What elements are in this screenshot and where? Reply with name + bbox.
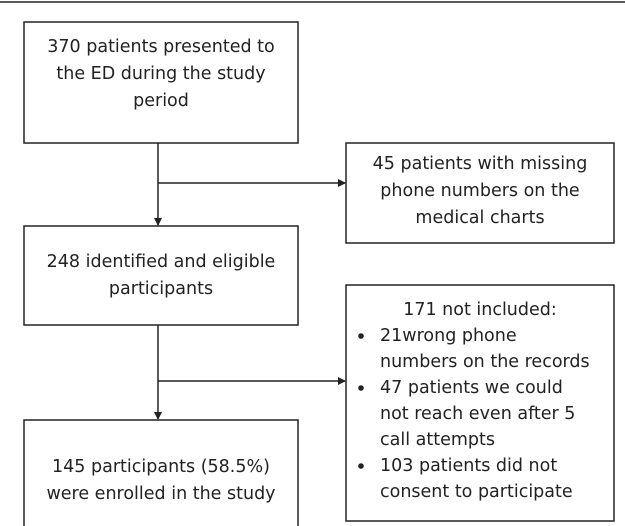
bullet-text: 47 patients we could bbox=[380, 378, 563, 398]
node-text: were enrolled in the study bbox=[46, 484, 275, 504]
box bbox=[23, 225, 299, 326]
box bbox=[23, 419, 299, 526]
box bbox=[345, 142, 615, 244]
node-text: 248 identified and eligible bbox=[47, 252, 276, 272]
node-text: phone numbers on the bbox=[380, 181, 579, 201]
box bbox=[23, 21, 299, 144]
node-text: 45 patients with missing bbox=[373, 154, 588, 174]
node-text: medical charts bbox=[415, 208, 544, 228]
node-text: 370 patients presented to bbox=[47, 37, 274, 57]
bullet-text: 103 patients did not bbox=[380, 456, 557, 476]
node-text: period bbox=[133, 91, 189, 111]
bullet bbox=[358, 385, 364, 391]
box bbox=[345, 284, 615, 522]
bullet bbox=[358, 463, 364, 469]
bullet-text: not reach even after 5 bbox=[380, 404, 575, 424]
node-title: 171 not included: bbox=[403, 300, 557, 320]
bullet-text: consent to participate bbox=[380, 482, 573, 502]
node-text: 145 participants (58.5%) bbox=[52, 457, 270, 477]
texts: 370 patients presented to the ED during t… bbox=[46, 37, 589, 504]
bullet-text: 21wrong phone bbox=[380, 326, 517, 346]
node-text: the ED during the study bbox=[56, 64, 265, 84]
bullet bbox=[358, 333, 364, 339]
node-text: participants bbox=[109, 279, 213, 299]
bullet-text: call attempts bbox=[380, 430, 495, 450]
bullet-text: numbers on the records bbox=[380, 352, 590, 372]
